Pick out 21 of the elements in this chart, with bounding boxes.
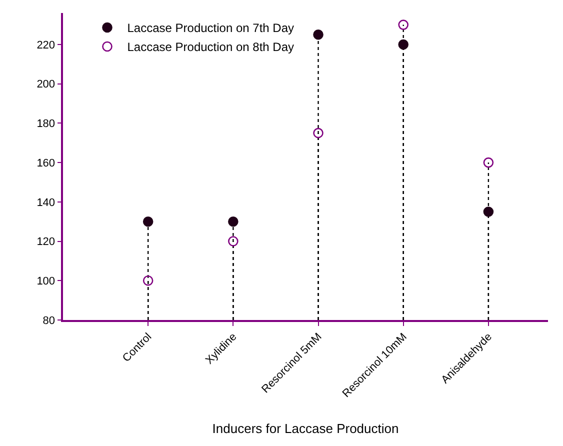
point [142, 216, 154, 227]
legend-label: Laccase Production on 7th Day [127, 21, 294, 36]
y-tick-label: 100 [36, 275, 56, 288]
y-tick-label: 80 [42, 314, 56, 327]
point [483, 157, 494, 168]
point [228, 216, 238, 227]
y-tick-label: 160 [36, 157, 56, 170]
y-tick-label: 120 [36, 236, 56, 248]
y-tick-label: 140 [36, 196, 56, 209]
y-tick-label: 180 [36, 118, 56, 130]
point [228, 236, 238, 246]
point [398, 20, 408, 30]
y-tick-label: 220 [36, 39, 56, 52]
point [398, 39, 408, 50]
y-tick-label: 200 [36, 78, 56, 91]
x-axis-title: Inducers for Laccase Production [212, 421, 399, 436]
point [313, 128, 324, 138]
legend-label: Laccase Production on 8th Day [127, 40, 294, 54]
point [142, 275, 154, 286]
point [483, 206, 494, 217]
point [313, 30, 324, 40]
